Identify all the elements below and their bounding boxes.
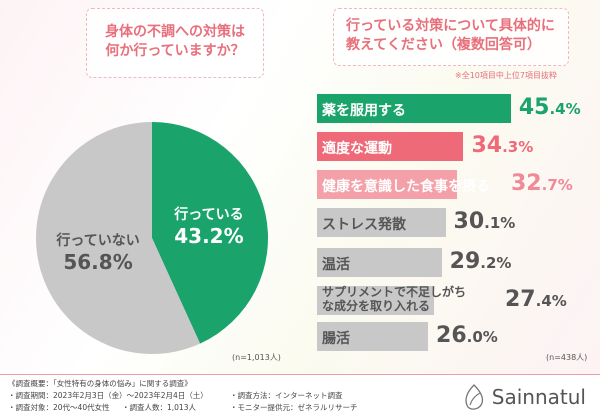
bar-0 bbox=[317, 94, 511, 123]
survey-target: ・調査対象：20代～40代女性 bbox=[8, 403, 110, 412]
logo: Sainnatul bbox=[462, 383, 586, 411]
bar-value-0: 45.4% bbox=[518, 95, 581, 120]
bar-label-6: 腸活 bbox=[322, 331, 350, 347]
bar-1 bbox=[317, 132, 464, 161]
pie-label-0: 行っている bbox=[173, 206, 243, 223]
bar-note: ※全10項目中上位7項目抜粋 bbox=[455, 71, 557, 80]
survey-heading: 《調査概要：「女性特有の身体の悩み」に関する調査》 bbox=[8, 379, 192, 388]
survey-count: ・調査人数：1,013人 bbox=[122, 403, 196, 412]
pie-title: 身体の不調への対策は何か行っていますか？ bbox=[105, 24, 245, 59]
survey-method: ・調査方法：インターネット調査 bbox=[230, 391, 343, 400]
bar-value-3: 30.1% bbox=[453, 209, 516, 234]
pie-n-label: (n=1,013人) bbox=[232, 353, 281, 362]
pie-value-0: 43.2% bbox=[174, 224, 243, 248]
bar-6 bbox=[317, 322, 429, 351]
bar-value-1: 34.3% bbox=[471, 133, 534, 158]
bar-2 bbox=[317, 170, 457, 199]
bar-question-box: 行っている対策について具体的に教えてください（複数回答可） bbox=[333, 8, 569, 66]
pie-label-1: 行っていない bbox=[55, 232, 139, 249]
pie-slice-0 bbox=[152, 122, 269, 344]
bar-5 bbox=[317, 286, 434, 315]
bar-value-6: 26.0% bbox=[436, 323, 498, 348]
bar-n-label: (n=438人) bbox=[546, 353, 588, 362]
pie-value-1: 56.8% bbox=[63, 250, 132, 274]
bar-4 bbox=[317, 248, 442, 277]
bar-label-3: ストレス発散 bbox=[322, 217, 406, 233]
pie-slice-1 bbox=[36, 121, 201, 354]
survey-provider: ・モニター提供元：ゼネラルリサーチ bbox=[230, 403, 358, 412]
bar-3 bbox=[317, 208, 446, 237]
bar-value-2: 32.7% bbox=[511, 171, 573, 196]
bar-title: 行っている対策について具体的に教えてください（複数回答可） bbox=[346, 18, 555, 53]
logo-text: Sainnatul bbox=[491, 385, 586, 409]
footer: 《調査概要：「女性特有の身体の悩み」に関する調査》 ・調査期間：2023年2月3… bbox=[0, 374, 600, 416]
survey-period: ・調査期間：2023年2月3日（金）～2023年2月4日（土） bbox=[8, 391, 208, 400]
bar-value-4: 29.2% bbox=[449, 249, 512, 274]
bar-label-0: 薬を服用する bbox=[322, 103, 406, 119]
leaf-logo-icon bbox=[465, 384, 483, 410]
bar-label-1: 適度な運動 bbox=[322, 141, 392, 157]
bar-label-4: 温活 bbox=[322, 257, 350, 273]
bar-label-5: サプリメントで不足しがちな成分を取り入れる bbox=[322, 285, 467, 313]
pie-question-box: 身体の不調への対策は何か行っていますか？ bbox=[86, 8, 264, 78]
bar-value-5: 27.4% bbox=[505, 287, 567, 312]
bar-label-2: 健康を意識した食事を摂る bbox=[322, 179, 490, 195]
